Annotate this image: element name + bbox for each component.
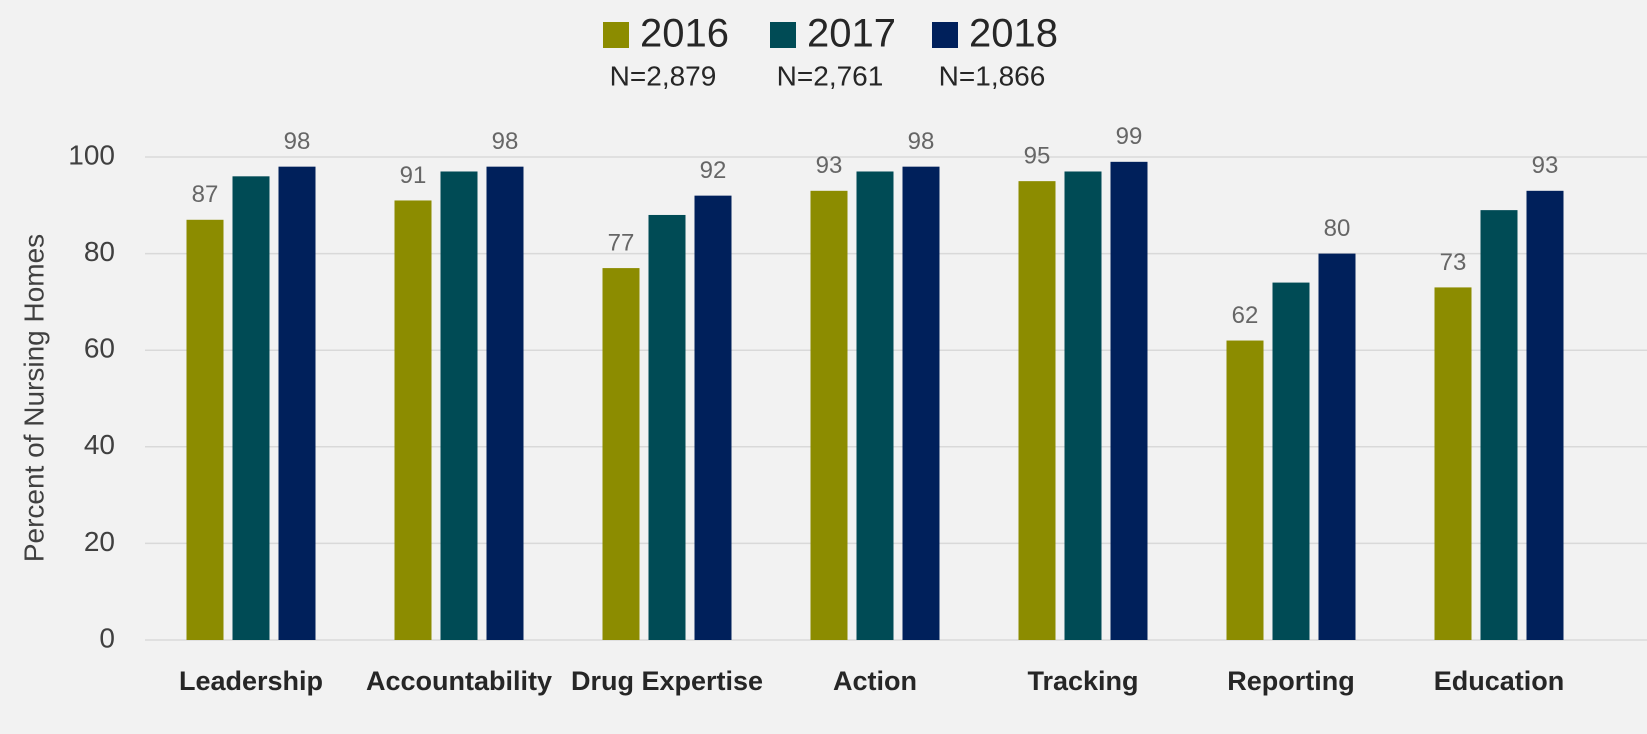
x-tick-label: Leadership [179,666,323,696]
data-label: 77 [608,229,635,256]
y-tick-label: 100 [68,139,115,170]
bar [648,214,686,640]
bar [602,268,640,640]
bar [440,171,478,641]
y-tick-label: 0 [99,622,115,653]
legend-n-label: N=2,879 [610,60,717,91]
bar [1064,171,1102,641]
x-tick-label: Accountability [366,666,552,696]
bar [486,166,524,640]
data-label: 92 [700,157,727,184]
y-tick-label: 60 [84,333,115,364]
data-label: 93 [1532,152,1559,179]
bar [1226,340,1264,640]
data-label: 99 [1116,123,1143,150]
bar [1018,181,1056,640]
data-label: 87 [192,181,219,208]
legend-n-label: N=2,761 [777,60,884,91]
data-label: 73 [1440,249,1467,276]
bar [278,166,316,640]
x-tick-label: Tracking [1027,666,1138,696]
data-label: 98 [492,128,519,155]
bar [1272,282,1310,640]
legend-swatch [770,22,796,48]
x-tick-label: Drug Expertise [571,666,763,696]
legend-label: 2016 [640,12,729,56]
y-tick-label: 40 [84,429,115,460]
data-label: 98 [284,128,311,155]
bar [694,195,732,640]
data-label: 62 [1232,302,1259,329]
legend-label: 2018 [969,12,1058,56]
y-tick-label: 20 [84,526,115,557]
bar [394,200,432,640]
y-tick-label: 80 [84,236,115,267]
bar [1110,161,1148,640]
bar [186,219,224,641]
bar [1434,287,1472,640]
data-label: 93 [816,152,843,179]
bar [1526,190,1564,640]
y-axis-label: Percent of Nursing Homes [18,234,49,562]
bar [810,190,848,640]
legend-n-label: N=1,866 [939,60,1046,91]
bar [856,171,894,641]
data-label: 95 [1024,142,1051,169]
legend-swatch [932,22,958,48]
data-label: 98 [908,128,935,155]
bar [1480,210,1518,640]
x-tick-label: Reporting [1227,666,1355,696]
data-label: 91 [400,162,427,189]
bar [902,166,940,640]
x-tick-label: Action [833,666,917,696]
bar [232,176,270,640]
bar [1318,253,1356,640]
legend-label: 2017 [807,12,896,56]
data-label: 80 [1324,215,1351,242]
x-tick-label: Education [1434,666,1565,696]
legend-swatch [603,22,629,48]
